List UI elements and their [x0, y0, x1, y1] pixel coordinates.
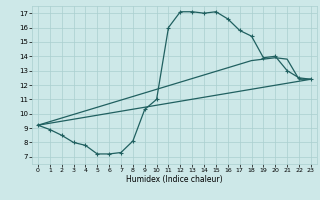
- X-axis label: Humidex (Indice chaleur): Humidex (Indice chaleur): [126, 175, 223, 184]
